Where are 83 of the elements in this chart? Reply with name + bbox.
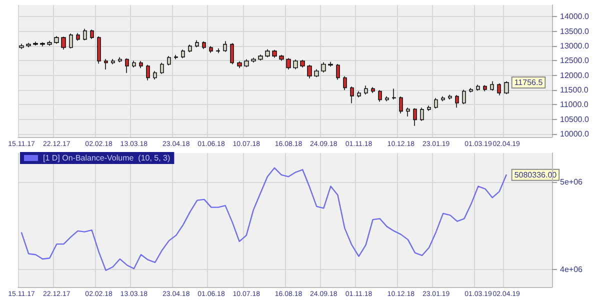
candlestick [357,90,361,98]
candlestick [188,44,192,53]
candlestick [33,41,38,46]
candlestick [314,68,319,78]
candlestick [230,42,234,65]
candlestick [202,40,206,50]
candlestick [272,49,277,58]
candlestick [455,94,459,108]
candlestick [413,108,417,126]
candlestick [90,29,94,40]
candlestick [279,54,284,62]
candlestick [371,86,375,94]
y-tick-label: 10500.0 [560,114,590,124]
candlestick [195,40,199,48]
annotation: 5080336.00 [514,170,558,180]
candlestick [462,89,466,105]
candlestick [399,96,403,114]
candlestick [286,58,291,70]
candlestick [343,76,347,90]
candlestick [153,70,157,80]
candlestick [146,64,150,81]
candlestick [378,90,382,102]
y-tick-label: 12000.0 [560,70,590,80]
y-tick-label: 13500.0 [560,26,590,36]
candlestick [490,80,494,92]
candlestick [76,32,80,42]
candlestick [54,36,59,44]
candlestick [244,58,249,68]
candlestick [47,40,52,46]
annotation: 11756.5 [514,78,544,88]
y-tick-label: 10000.0 [560,130,590,139]
candlestick [209,46,213,54]
candlestick [118,56,122,63]
candlestick [26,42,31,48]
candlestick [434,98,438,109]
candlestick [406,107,410,117]
candlestick [385,96,389,102]
candlestick [420,107,424,122]
candlestick [392,88,396,100]
candlestick [61,36,66,50]
candlestick [237,60,242,68]
candlestick [364,85,368,95]
candlestick [448,94,452,100]
candlestick [336,64,340,80]
candlestick [132,60,136,68]
candlestick [497,82,501,96]
candlestick [216,48,220,54]
candlestick [111,58,115,65]
y-tick-label: 11500.0 [560,86,589,95]
y-tick-label: 4e+06 [560,264,584,274]
candlestick [265,48,270,58]
candlestick [441,96,445,102]
candlestick [504,80,509,95]
y-tick-label: 13000.0 [560,42,590,51]
candlestick [251,57,256,63]
candlestick [476,84,480,92]
y-tick-label: 12500.0 [560,56,590,66]
candlestick [307,64,312,79]
candlestick [300,59,305,68]
candlestick [125,58,129,74]
candlestick [69,33,73,49]
candlestick [139,60,143,68]
candlestick [19,43,24,50]
candlestick [350,86,354,104]
candlestick [293,59,298,70]
candlestick [321,62,326,73]
candlestick [427,105,431,112]
candlestick [97,36,101,64]
y-tick-label: 11000.0 [560,100,589,110]
y-tick-label: 14000.0 [560,12,590,22]
candlestick [223,40,227,52]
candlestick [167,56,171,66]
y-tick-label: 5e+06 [560,177,584,186]
candlestick [469,88,473,93]
candlestick [483,84,487,92]
candlestick [160,62,164,74]
legend-label: [1 D] On-Balance-Volume (10, 5, 3) [43,154,171,162]
line-series [20,167,507,271]
candlestick [258,54,263,61]
candlestick [104,58,108,70]
candlestick [174,54,178,60]
candlestick [181,49,185,58]
candlestick [83,28,87,41]
